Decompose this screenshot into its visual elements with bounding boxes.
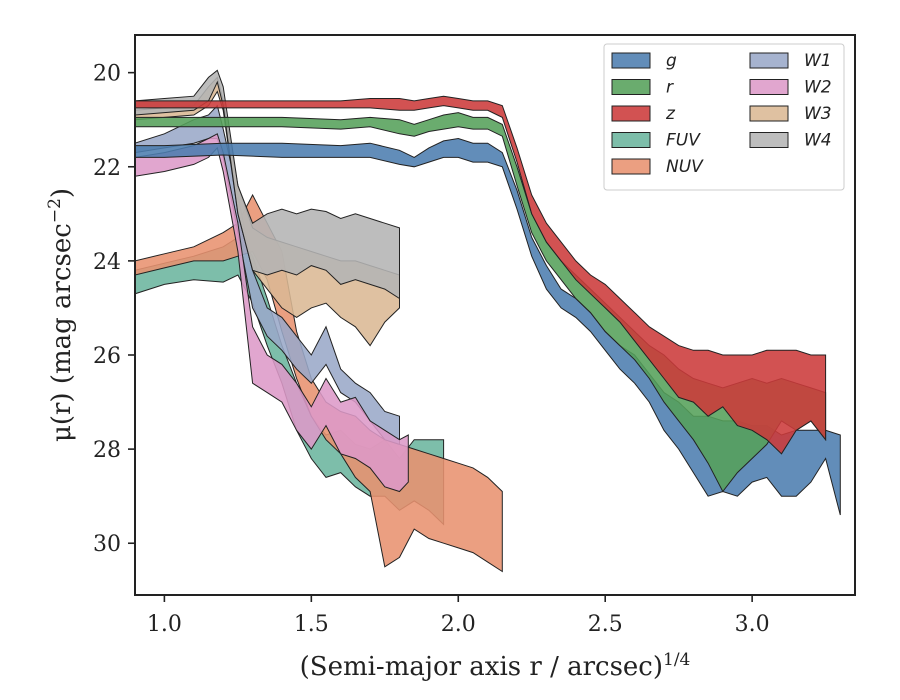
legend-swatch xyxy=(611,52,651,69)
legend-item-g: g xyxy=(611,51,677,71)
legend-item-nuv: NUV xyxy=(611,157,704,177)
x-tick-label: 2.0 xyxy=(441,612,476,637)
legend-label: z xyxy=(665,104,676,124)
legend-item-w2: W2 xyxy=(749,78,832,98)
legend-label: W4 xyxy=(804,131,832,151)
x-tick-label: 3.0 xyxy=(735,612,770,637)
band-w2 xyxy=(135,133,409,493)
legend-swatch xyxy=(749,79,789,95)
legend-item-r: r xyxy=(611,78,674,98)
y-tick-label: 24 xyxy=(93,250,121,275)
x-axis: 1.0 1.5 2.0 2.5 3.0 xyxy=(147,595,770,637)
legend-swatch xyxy=(611,79,651,95)
y-tick-label: 20 xyxy=(93,62,121,87)
y-axis-title-exponent: −2 xyxy=(45,198,65,223)
x-axis-title-exponent: 1/4 xyxy=(663,650,690,670)
band-layer xyxy=(135,69,841,573)
legend-label: W3 xyxy=(804,104,832,124)
y-axis-title: μ(r) (mag arcsec−2) xyxy=(45,188,77,442)
legend-item-w1: W1 xyxy=(749,51,832,71)
y-axis-title-text: μ(r) (mag arcsec xyxy=(47,223,77,442)
x-tick-label: 1.5 xyxy=(294,612,329,637)
x-axis-title: (Semi-major axis r / arcsec)1/4 xyxy=(300,650,691,682)
y-tick-label: 26 xyxy=(93,344,121,369)
legend-swatch xyxy=(611,105,651,122)
plot-frame xyxy=(134,34,856,596)
legend-label: g xyxy=(666,51,677,71)
legend-swatch xyxy=(749,132,789,148)
y-tick-label: 28 xyxy=(93,438,121,463)
legend-label: FUV xyxy=(666,131,701,151)
x-tick-label: 2.5 xyxy=(588,612,623,637)
legend-label: W1 xyxy=(804,51,832,71)
x-axis-title-text: (Semi-major axis r / arcsec) xyxy=(300,652,663,682)
legend: grz FUV NUV W1 W2 W3 W4 xyxy=(603,43,845,191)
legend-item-w4: W4 xyxy=(749,131,832,151)
y-axis: 20 22 24 26 28 30 xyxy=(93,62,135,557)
legend-label: r xyxy=(666,78,674,98)
x-tick-label: 1.0 xyxy=(147,612,182,637)
legend-item-fuv: FUV xyxy=(611,131,701,151)
y-axis-title-close: ) xyxy=(47,188,77,198)
legend-item-w3: W3 xyxy=(749,104,832,124)
legend-swatch xyxy=(749,105,789,122)
legend-swatch xyxy=(749,52,789,69)
legend-label: W2 xyxy=(804,78,832,98)
legend-swatch xyxy=(611,158,651,175)
legend-item-z: z xyxy=(611,104,676,124)
y-tick-label: 30 xyxy=(93,532,121,557)
legend-swatch xyxy=(611,132,651,148)
legend-label: NUV xyxy=(666,157,704,177)
band-z xyxy=(135,95,827,455)
y-tick-label: 22 xyxy=(93,156,121,181)
band-g xyxy=(135,137,841,516)
